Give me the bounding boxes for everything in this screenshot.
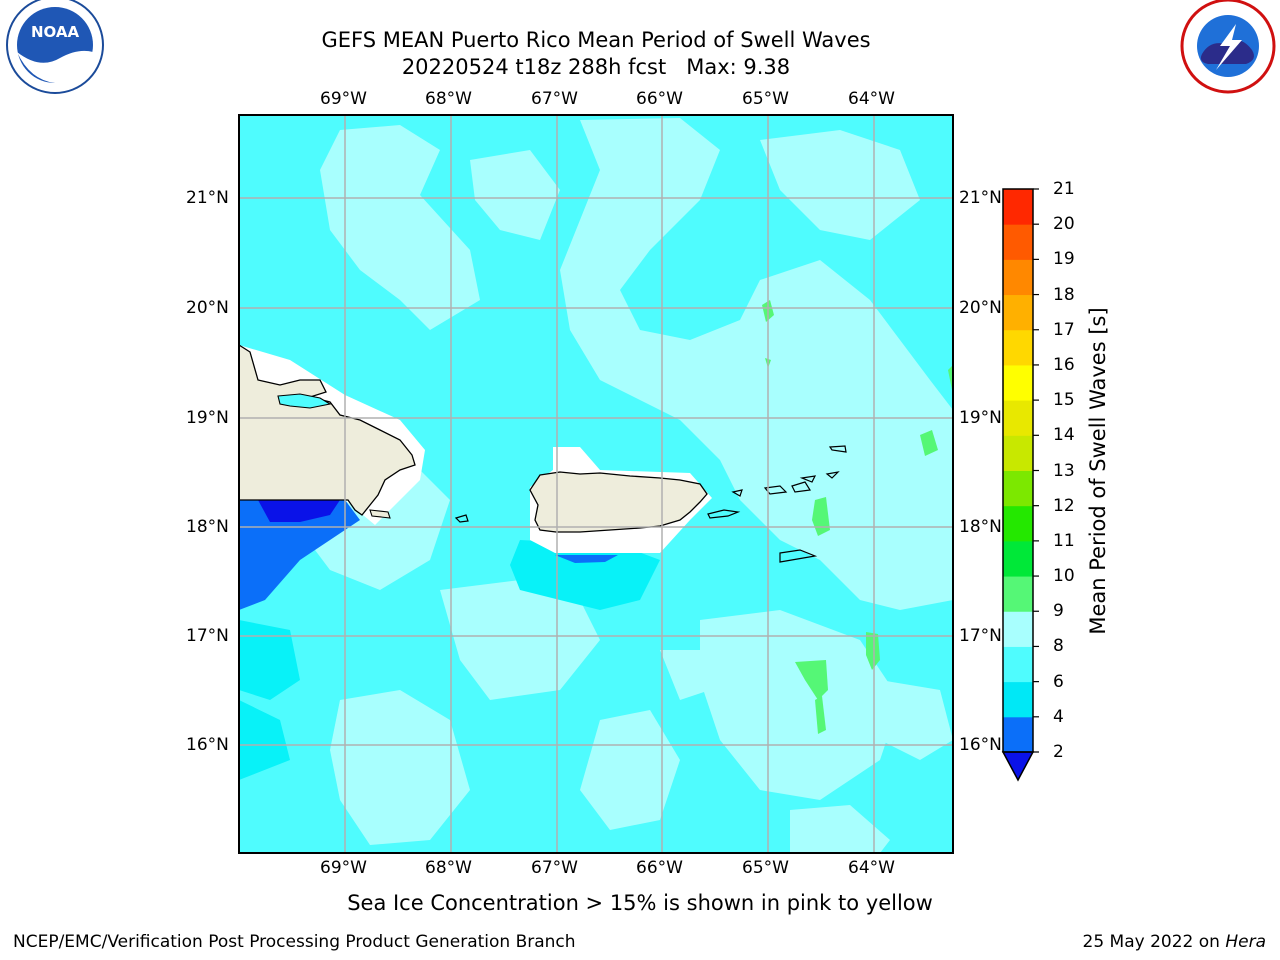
colorbar-tick-label: 10 xyxy=(1053,566,1075,587)
lon-label-bottom: 65°W xyxy=(742,858,789,878)
colorbar-segment xyxy=(1003,224,1033,260)
lat-label-left: 21°N xyxy=(186,188,229,208)
colorbar-segment xyxy=(1003,646,1033,683)
lat-label-left: 17°N xyxy=(186,626,229,646)
lon-label-top: 65°W xyxy=(742,89,789,109)
colorbar-segment xyxy=(1003,294,1033,331)
colorbar-segment xyxy=(1003,364,1033,401)
colorbar-segment xyxy=(1003,435,1033,471)
colorbar-segment xyxy=(1003,505,1033,542)
colorbar-tick-label: 14 xyxy=(1053,425,1075,446)
colorbar-segment xyxy=(1003,716,1033,753)
colorbar-segment xyxy=(1003,576,1033,612)
lon-label-top: 68°W xyxy=(425,89,472,109)
lon-label-bottom: 68°W xyxy=(425,858,472,878)
lat-label-right: 17°N xyxy=(959,626,1002,646)
colorbar-tick-label: 6 xyxy=(1053,671,1064,692)
footer-date: 25 May 2022 on Hera xyxy=(1083,932,1267,952)
colorbar-label: Mean Period of Swell Waves [s] xyxy=(1086,307,1110,635)
lon-label-top: 69°W xyxy=(320,89,367,109)
hispaniola-land xyxy=(238,343,416,516)
lat-label-left: 19°N xyxy=(186,408,229,428)
colorbar-tick-label: 2 xyxy=(1053,742,1064,762)
colorbar-tick-label: 20 xyxy=(1053,214,1075,235)
colorbar xyxy=(1001,188,1039,782)
lon-label-bottom: 69°W xyxy=(320,858,367,878)
colorbar-segment xyxy=(1003,611,1033,647)
colorbar-tick-label: 19 xyxy=(1053,249,1075,270)
lat-label-right: 16°N xyxy=(959,735,1002,755)
colorbar-tick-label: 21 xyxy=(1053,179,1075,199)
lat-label-right: 21°N xyxy=(959,188,1002,208)
footer-date-text: 25 May 2022 on xyxy=(1082,932,1226,952)
colorbar-segment xyxy=(1003,189,1033,225)
colorbar-under-arrow xyxy=(1001,751,1035,782)
lon-label-top: 67°W xyxy=(531,89,578,109)
lat-label-right: 20°N xyxy=(959,298,1002,318)
lat-label-left: 20°N xyxy=(186,298,229,318)
nws-logo xyxy=(1180,0,1276,94)
lat-label-right: 18°N xyxy=(959,517,1002,537)
lon-label-bottom: 67°W xyxy=(531,858,578,878)
colorbar-segment xyxy=(1003,540,1033,577)
colorbar-segment xyxy=(1003,329,1033,366)
lat-label-left: 18°N xyxy=(186,517,229,537)
contour-2-4-pr xyxy=(555,555,618,563)
colorbar-tick-label: 17 xyxy=(1053,319,1075,340)
colorbar-segment xyxy=(1003,259,1033,296)
graticule xyxy=(239,115,953,853)
lat-label-left: 16°N xyxy=(186,735,229,755)
caption: Sea Ice Concentration > 15% is shown in … xyxy=(347,891,933,915)
lon-label-top: 66°W xyxy=(636,89,683,109)
footer-machine: Hera xyxy=(1225,932,1266,952)
colorbar-tick-label: 18 xyxy=(1053,284,1075,305)
colorbar-tick-label: 8 xyxy=(1053,636,1064,657)
colorbar-tick-label: 13 xyxy=(1053,460,1075,481)
title-line-2: 20220524 t18z 288h fcst Max: 9.38 xyxy=(401,55,791,79)
colorbar-tick-label: 4 xyxy=(1053,706,1064,727)
contour-6-8 xyxy=(239,540,660,780)
svg-text:NOAA: NOAA xyxy=(31,23,80,41)
contour-under-2 xyxy=(258,500,340,522)
lat-label-right: 19°N xyxy=(959,408,1002,428)
colorbar-tick-label: 15 xyxy=(1053,390,1075,411)
contour-8-9 xyxy=(260,118,953,853)
colorbar-segment xyxy=(1003,681,1033,718)
colorbar-tick-label: 12 xyxy=(1053,495,1075,516)
title-line-1: GEFS MEAN Puerto Rico Mean Period of Swe… xyxy=(321,28,871,52)
colorbar-tick-label: 16 xyxy=(1053,354,1075,375)
footer-branch: NCEP/EMC/Verification Post Processing Pr… xyxy=(13,932,576,952)
colorbar-segment xyxy=(1003,470,1033,507)
colorbar-segment xyxy=(1003,400,1033,436)
lon-label-bottom: 66°W xyxy=(636,858,683,878)
lon-label-bottom: 64°W xyxy=(848,858,895,878)
lon-label-top: 64°W xyxy=(848,89,895,109)
colorbar-tick-label: 11 xyxy=(1053,530,1075,551)
noaa-logo: NOAA xyxy=(6,0,104,94)
map-panel xyxy=(238,114,954,854)
colorbar-tick-label: 9 xyxy=(1053,601,1064,622)
